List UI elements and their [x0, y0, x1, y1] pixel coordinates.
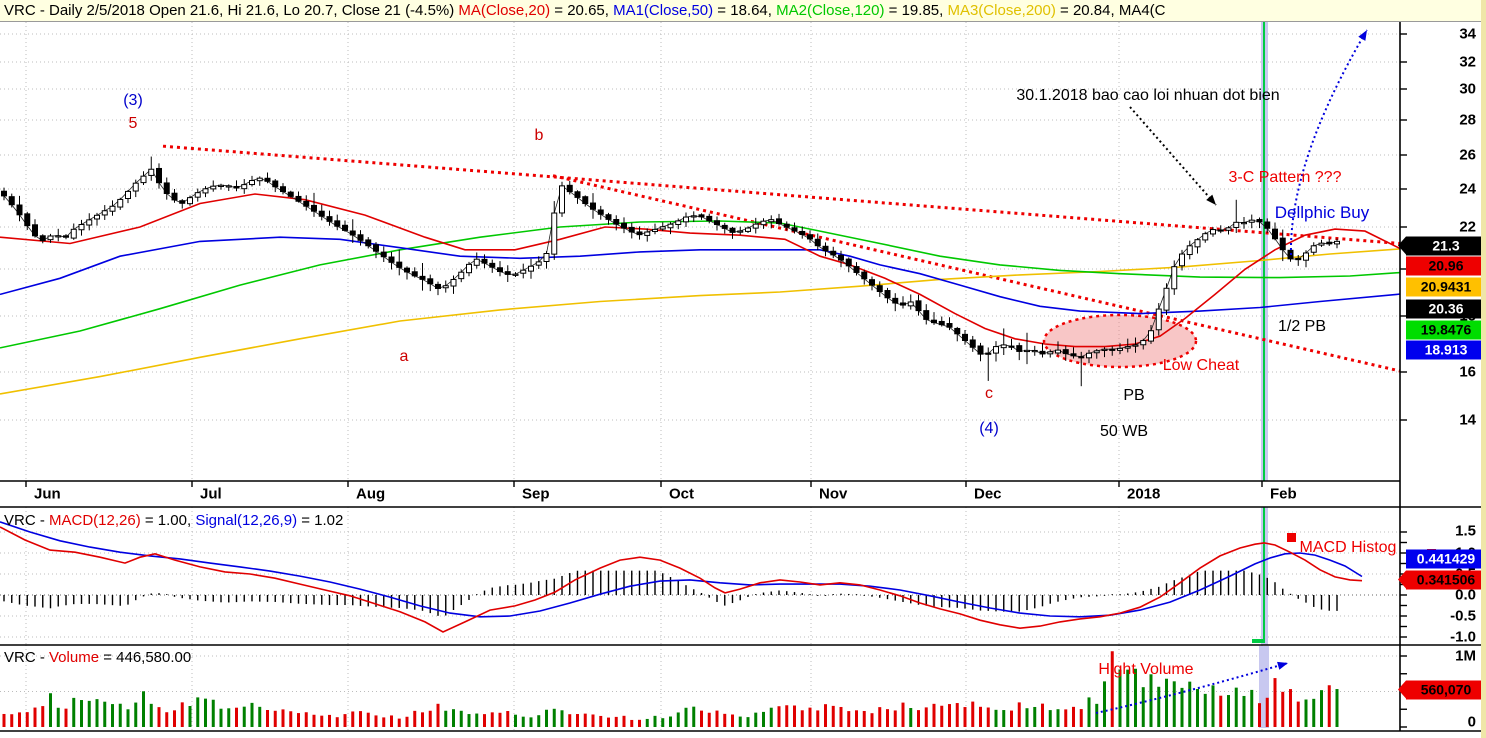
- tag-ma200: 20.9431: [1406, 277, 1486, 297]
- x-axis-label: 2018: [1127, 485, 1161, 503]
- annotation-wave-4: (4): [979, 420, 999, 437]
- annotation-wave-5: 5: [128, 115, 138, 132]
- price-axis-label: 26: [1459, 146, 1476, 164]
- price-axis-label: 32: [1459, 53, 1476, 71]
- macd-axis-label: 0.0: [1455, 586, 1476, 604]
- title-segment: MA2(Close,120): [776, 2, 885, 19]
- price-axis-label: 14: [1459, 411, 1476, 429]
- annotation-macd-histogram: MACD Histog: [1299, 539, 1397, 556]
- volume-panel-title: VRC - Volume = 446,580.00: [4, 649, 191, 666]
- annotation-wave-c: c: [985, 385, 993, 402]
- annotation-pb: PB: [1123, 387, 1145, 404]
- title-segment: = 18.64,: [713, 2, 777, 19]
- x-axis-label: Jul: [200, 485, 222, 503]
- price-axis-label: 16: [1459, 363, 1476, 381]
- tag-last-volume-tip: [1398, 680, 1406, 699]
- chart-title-bar: VRC - Daily 2/5/2018 Open 21.6, Hi 21.6,…: [0, 0, 1486, 22]
- annotation-50wb: 50 WB: [1099, 423, 1149, 440]
- price-axis-label: 28: [1459, 111, 1476, 129]
- volume-axis-label: 0: [1467, 713, 1476, 731]
- annotation-high-volume: Hight Volume: [1098, 661, 1194, 678]
- volume-title-segment: VRC -: [4, 649, 49, 666]
- macd-axis-label: -1.0: [1450, 628, 1476, 646]
- title-segment: = 20.65,: [550, 2, 614, 19]
- x-axis-label: Aug: [356, 485, 386, 503]
- macd-title-segment: MACD(12,26): [49, 512, 141, 529]
- tag-macd: 0.341506: [1398, 570, 1486, 590]
- title-segment: MA3(Close,200): [947, 2, 1056, 19]
- macd-title-segment: VRC -: [4, 512, 49, 529]
- macd-title-segment: = 1.00,: [140, 512, 196, 529]
- macd-axis-label: 1.5: [1455, 522, 1476, 540]
- annotation-low-cheat: Low Cheat: [1162, 357, 1240, 374]
- title-segment: = 20.84,: [1055, 2, 1119, 19]
- title-segment: = 19.85,: [884, 2, 948, 19]
- tag-macd-tip: [1398, 570, 1406, 589]
- x-axis-label: Oct: [669, 485, 695, 503]
- tag-ma20: 20.96: [1406, 256, 1486, 276]
- tag-close: 21.3: [1398, 236, 1486, 256]
- annotation-half-pb: 1/2 PB: [1277, 318, 1327, 335]
- x-axis-label: Sep: [522, 485, 550, 503]
- title-segment: MA4(C: [1118, 2, 1166, 19]
- volume-title-segment: = 446,580.00: [99, 649, 192, 666]
- macd-title-segment: Signal(12,26,9): [195, 512, 298, 529]
- window-right-edge: [1481, 0, 1486, 738]
- macd-panel-title: VRC - MACD(12,26) = 1.00, Signal(12,26,9…: [4, 512, 343, 529]
- tag-last-volume: 560,070: [1398, 680, 1486, 700]
- x-axis-label: Dec: [974, 485, 1002, 503]
- tag-ma120: 19.8476: [1406, 320, 1486, 340]
- volume-title-segment: Volume: [49, 649, 100, 666]
- title-segment: VRC - Daily 2/5/2018 Open 21.6, Hi 21.6,…: [4, 2, 459, 19]
- title-segment: MA(Close,20): [458, 2, 551, 19]
- annotation-wave-b: b: [534, 127, 544, 144]
- tag-ma4: 20.36: [1406, 299, 1486, 319]
- price-axis-label: 24: [1459, 180, 1476, 198]
- annotation-earnings-news: 30.1.2018 bao cao loi nhuan dot bien: [1016, 87, 1280, 104]
- x-axis-label: Feb: [1270, 485, 1297, 503]
- tag-close-tip: [1398, 236, 1406, 255]
- x-axis-label: Jun: [34, 485, 61, 503]
- tag-ma50: 18.913: [1406, 340, 1486, 360]
- macd-axis-label: -0.5: [1450, 607, 1476, 625]
- price-axis-label: 30: [1459, 80, 1476, 98]
- tag-signal: 0.441429: [1406, 549, 1486, 569]
- price-panel-title: VRC - Daily 2/5/2018 Open 21.6, Hi 21.6,…: [4, 2, 1396, 20]
- x-axis-label: Nov: [819, 485, 848, 503]
- volume-axis-label: 1M: [1455, 647, 1476, 665]
- annotation-3c-pattern: 3-C Pattern ???: [1228, 169, 1342, 186]
- annotation-wave-a: a: [399, 348, 409, 365]
- price-axis-label: 34: [1459, 25, 1476, 43]
- title-segment: MA1(Close,50): [613, 2, 714, 19]
- annotation-dellphic-buy: Dellphic Buy: [1274, 203, 1370, 222]
- annotation-wave-3: (3): [123, 92, 143, 109]
- price-axis-label: 22: [1459, 218, 1476, 236]
- macd-title-segment: = 1.02: [297, 512, 344, 529]
